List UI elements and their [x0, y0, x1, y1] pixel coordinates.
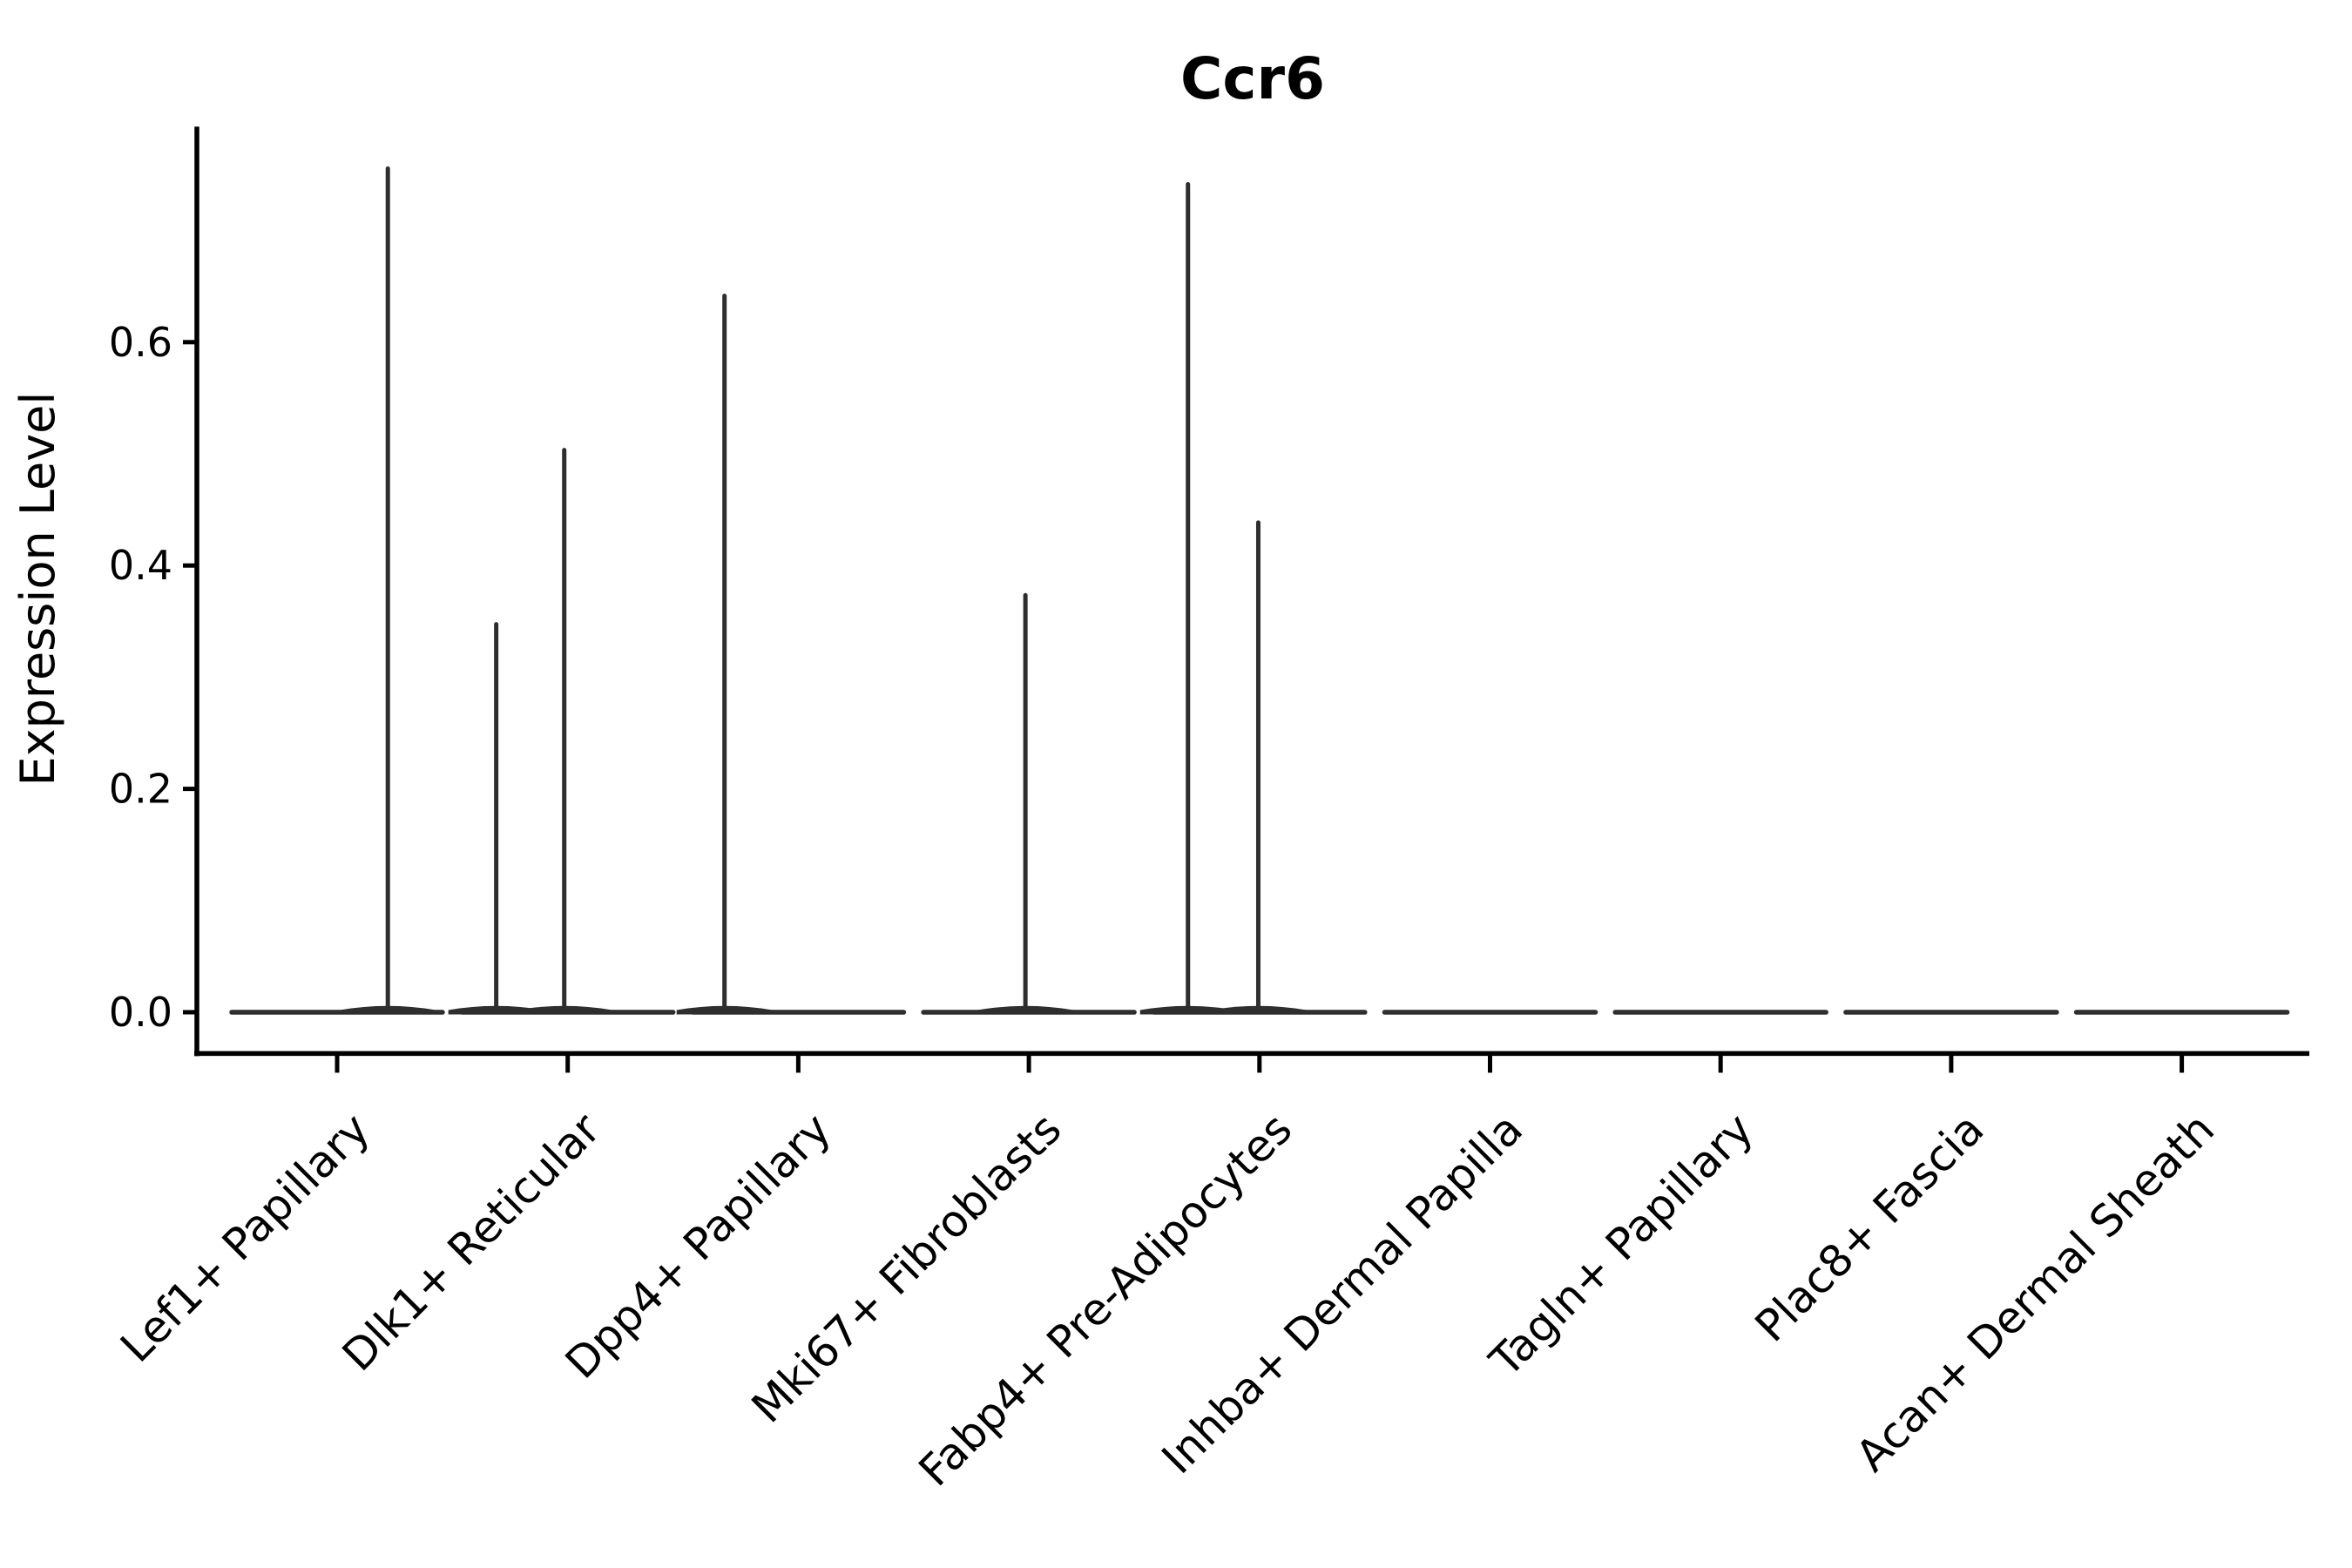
violin — [448, 448, 676, 1015]
violin — [676, 294, 907, 1015]
chart-title: Ccr6 — [1180, 45, 1325, 112]
violin — [1139, 181, 1368, 1015]
violin — [921, 592, 1137, 1015]
violin — [229, 166, 445, 1015]
x-tick-label: Fabp4+ Pre-Adipocytes — [909, 1104, 1302, 1497]
y-tick-label: 0.6 — [109, 319, 172, 366]
x-tick-label: Lef1+ Papillary — [111, 1104, 379, 1372]
x-tick-label: Plac8+ Fascia — [1746, 1104, 1994, 1352]
y-tick-label: 0.4 — [109, 542, 172, 589]
y-axis-label: Expression Level — [10, 392, 65, 787]
y-tick-label: 0.2 — [109, 766, 172, 813]
y-tick-label: 0.0 — [109, 989, 172, 1036]
violins — [229, 166, 2290, 1015]
